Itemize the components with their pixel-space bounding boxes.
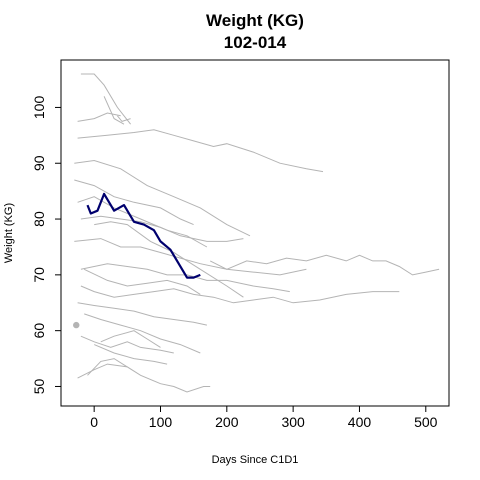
- y-tick-label: 80: [31, 211, 47, 227]
- y-tick-label: 90: [31, 155, 47, 171]
- series-line-1: [80, 73, 131, 125]
- x-tick-label: 0: [90, 414, 98, 430]
- x-axis: 0 100 200 300 400 500: [90, 406, 438, 430]
- x-tick-label: 200: [215, 414, 239, 430]
- x-tick-label: 500: [414, 414, 438, 430]
- chart-title: Weight (KG): [206, 11, 304, 30]
- series-line-17: [84, 313, 201, 354]
- x-tick-label: 100: [149, 414, 173, 430]
- y-tick-label: 50: [31, 378, 47, 394]
- highlight-series-line: [86, 192, 201, 279]
- series-line-15: [80, 285, 400, 304]
- series-line-5: [77, 129, 324, 173]
- series-line-9: [80, 215, 244, 242]
- y-tick-label: 60: [31, 323, 47, 339]
- series-line-8: [77, 196, 208, 248]
- plot-area: [73, 73, 440, 393]
- y-tick-label: 100: [31, 96, 47, 120]
- series-line-3: [117, 115, 131, 122]
- series-line-18: [80, 335, 174, 354]
- series-line-7: [74, 179, 194, 226]
- chart-subtitle: 102-014: [224, 33, 287, 52]
- series-line-12: [209, 254, 440, 276]
- plot-frame: [60, 59, 450, 407]
- series-line-14: [83, 268, 201, 295]
- series-line-2: [77, 112, 121, 122]
- series-line-6: [74, 159, 251, 237]
- data-point-1: [73, 321, 80, 329]
- x-tick-label: 400: [348, 414, 372, 430]
- x-tick-label: 300: [281, 414, 305, 430]
- series-line-10: [94, 221, 244, 298]
- series-line-19: [94, 344, 168, 365]
- series-line-16: [77, 302, 208, 326]
- y-axis-label: Weight (KG): [3, 203, 15, 263]
- series-line-13: [80, 263, 290, 293]
- series-line-22: [87, 358, 128, 376]
- series-line-20: [100, 330, 161, 348]
- y-axis: 50 60 70 80 90 100: [31, 96, 61, 394]
- series-line-11: [74, 238, 307, 276]
- series-line-21: [77, 363, 211, 393]
- x-axis-label: Days Since C1D1: [212, 454, 299, 466]
- y-tick-label: 70: [31, 267, 47, 283]
- series-line-4: [103, 96, 125, 125]
